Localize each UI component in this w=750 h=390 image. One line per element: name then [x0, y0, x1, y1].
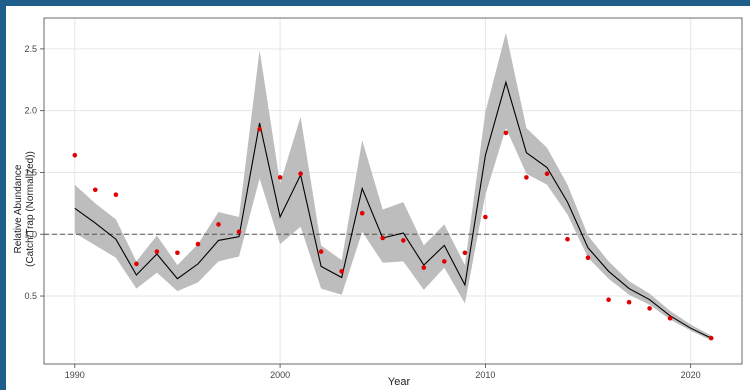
observed-point	[421, 265, 427, 270]
observed-point	[195, 241, 201, 247]
observed-point	[298, 171, 303, 176]
x-tick-label: 2010	[475, 370, 495, 380]
observed-points-layer	[72, 126, 714, 341]
abundance-chart: 1990 2000 2010 2020 0.5 1.0 1.5 2.0 2.5 Year Rel…	[13, 17, 743, 388]
observed-point	[524, 175, 529, 180]
observed-point	[483, 214, 488, 220]
observed-point	[401, 238, 406, 243]
y-axis-title: Relative Abundance	[13, 164, 24, 253]
observed-point	[216, 222, 221, 227]
y-tick-label: 1.5	[24, 167, 37, 177]
observed-point	[647, 306, 652, 311]
y-axis-subtitle: (Catch/Trap (Normalized))	[25, 151, 36, 267]
x-axis-title: Year	[388, 376, 411, 388]
confidence-band	[74, 32, 712, 341]
model-line	[74, 80, 712, 339]
confidence-band-layer	[74, 32, 712, 341]
axes: 1990 2000 2010 2020 0.5 1.0 1.5 2.0 2.5	[24, 17, 743, 380]
y-tick-label: 0.5	[24, 291, 37, 301]
observed-point	[380, 235, 386, 241]
x-tick-label: 2000	[270, 370, 290, 380]
plot-frame	[43, 17, 743, 365]
observed-point	[708, 335, 714, 341]
observed-point	[544, 171, 550, 176]
observed-point	[462, 250, 468, 256]
grid	[44, 18, 742, 364]
y-tick-label: 2.0	[24, 106, 37, 116]
plot-panel: 1990 2000 2010 2020 0.5 1.0 1.5 2.0 2.5 Year Rel…	[6, 6, 750, 390]
y-tick-label: 2.5	[24, 44, 37, 54]
observed-point	[134, 261, 139, 267]
observed-point	[565, 236, 570, 242]
observed-point	[236, 229, 242, 235]
x-tick-label: 2020	[681, 370, 701, 380]
observed-point	[277, 175, 283, 180]
observed-point	[442, 259, 447, 264]
observed-point	[339, 269, 345, 274]
observed-point	[318, 249, 324, 254]
observed-point	[154, 249, 160, 254]
observed-point	[606, 297, 611, 303]
y-tick-label: 1.0	[24, 229, 37, 239]
observed-point	[72, 152, 78, 158]
observed-point	[175, 250, 180, 256]
observed-point	[667, 316, 673, 321]
model-line-layer	[74, 80, 712, 339]
observed-point	[359, 210, 365, 216]
x-tick-label: 1990	[65, 370, 85, 380]
observed-point	[93, 187, 98, 193]
observed-point	[626, 299, 632, 305]
observed-point	[257, 126, 262, 132]
observed-point	[503, 130, 509, 136]
observed-point	[113, 192, 119, 197]
observed-point	[585, 255, 591, 260]
